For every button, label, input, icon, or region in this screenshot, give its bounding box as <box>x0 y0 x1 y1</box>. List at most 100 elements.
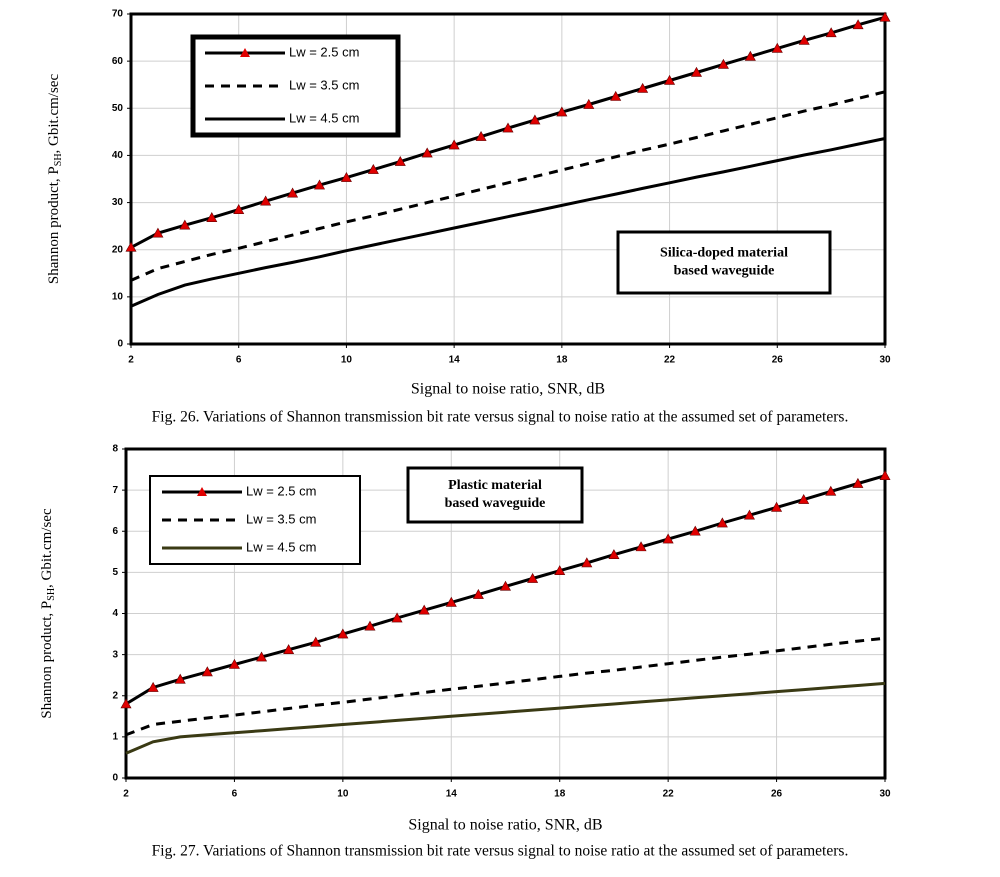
data-marker <box>233 204 245 214</box>
y-tick-label: 5 <box>112 567 118 578</box>
annotation-text: Silica-doped material <box>660 246 788 261</box>
y-axis-label: Shannon product, PSH, Gbit.cm/sec <box>39 508 57 719</box>
data-marker <box>771 501 783 512</box>
x-tick-label: 30 <box>879 789 891 800</box>
data-marker <box>228 658 240 669</box>
series-line <box>125 681 886 755</box>
data-marker <box>147 681 159 692</box>
data-marker <box>852 477 864 488</box>
data-marker <box>690 66 703 77</box>
data-marker <box>391 612 403 623</box>
data-marker <box>340 171 352 182</box>
data-marker <box>664 74 676 85</box>
data-marker <box>337 628 349 639</box>
data-marker <box>201 666 213 677</box>
data-marker <box>364 620 376 631</box>
y-tick-label: 10 <box>112 291 124 302</box>
data-marker <box>743 509 755 520</box>
x-tick-label: 10 <box>337 789 349 800</box>
y-axis-label-part: , Gbit.cm/sec <box>39 508 55 588</box>
x-axis-label: Signal to noise ratio, SNR, dB <box>411 381 605 398</box>
data-marker <box>879 11 891 22</box>
data-marker <box>287 187 299 198</box>
data-marker <box>717 58 729 69</box>
y-tick-label: 0 <box>117 339 123 350</box>
data-marker <box>179 219 191 230</box>
data-marker <box>744 50 756 61</box>
annotation-text: based waveguide <box>445 496 546 511</box>
data-marker <box>635 541 647 552</box>
y-tick-label: 8 <box>112 444 118 455</box>
data-marker <box>475 130 487 141</box>
x-tick-label: 30 <box>879 355 891 366</box>
legend-label: Lw = 2.5 cm <box>246 483 316 498</box>
data-marker <box>310 636 322 647</box>
data-marker <box>472 588 484 599</box>
legend-marker <box>197 487 207 496</box>
annotation-box <box>616 230 832 295</box>
y-tick-label: 30 <box>112 197 124 208</box>
y-tick-label: 3 <box>112 649 118 660</box>
y-tick-label: 60 <box>112 56 124 67</box>
data-marker <box>527 572 539 583</box>
x-tick-label: 26 <box>772 355 784 366</box>
data-marker <box>499 580 512 591</box>
data-marker <box>662 533 674 544</box>
series-line <box>130 137 886 308</box>
legend-label: Lw = 2.5 cm <box>289 44 359 59</box>
data-marker <box>879 470 891 481</box>
caption: Fig. 27. Variations of Shannon transmiss… <box>152 843 849 860</box>
data-marker <box>445 596 457 607</box>
data-marker <box>448 139 460 150</box>
data-marker <box>610 90 622 101</box>
legend-label: Lw = 3.5 cm <box>289 77 359 92</box>
y-tick-label: 7 <box>112 485 118 496</box>
data-marker <box>581 557 593 568</box>
legend-marker <box>240 48 250 57</box>
series-line <box>130 90 886 282</box>
plot-frame <box>124 447 887 780</box>
data-marker <box>852 19 864 30</box>
data-marker <box>152 227 164 238</box>
y-tick-label: 20 <box>112 244 124 255</box>
x-tick-label: 6 <box>236 355 242 366</box>
plot-frame <box>129 12 887 346</box>
y-axis-label-part: SH <box>46 588 57 601</box>
data-marker <box>583 98 595 109</box>
x-axis-label: Signal to noise ratio, SNR, dB <box>408 817 602 834</box>
data-marker <box>260 195 272 206</box>
x-tick-label: 22 <box>664 355 676 366</box>
y-tick-label: 50 <box>112 103 124 114</box>
data-marker <box>798 493 810 504</box>
y-tick-label: 4 <box>112 608 118 619</box>
x-tick-label: 22 <box>663 789 675 800</box>
data-marker <box>529 114 541 125</box>
data-marker <box>689 525 701 536</box>
data-marker <box>313 179 326 190</box>
y-axis-label-part: Shannon product, P <box>39 601 55 719</box>
y-axis-label-part: , Gbit.cm/sec <box>46 74 62 154</box>
y-tick-label: 40 <box>112 150 124 161</box>
x-tick-label: 10 <box>341 355 353 366</box>
x-tick-label: 6 <box>232 789 238 800</box>
data-marker <box>125 241 137 252</box>
caption: Fig. 26. Variations of Shannon transmiss… <box>152 409 849 426</box>
data-marker <box>608 549 620 559</box>
x-tick-label: 18 <box>556 355 568 366</box>
data-marker <box>256 651 268 662</box>
y-tick-label: 1 <box>112 732 118 743</box>
data-marker <box>825 485 837 496</box>
annotation-box <box>406 466 584 524</box>
y-tick-label: 70 <box>112 9 124 20</box>
data-marker <box>798 34 810 45</box>
data-marker <box>825 27 837 38</box>
data-marker <box>716 517 728 528</box>
legend-label: Lw = 4.5 cm <box>246 539 316 554</box>
x-tick-label: 14 <box>449 355 461 366</box>
annotation-text: Plastic material <box>448 478 542 493</box>
x-tick-label: 2 <box>128 355 134 366</box>
data-marker <box>502 122 514 133</box>
data-marker <box>421 147 433 158</box>
x-tick-label: 14 <box>446 789 458 800</box>
